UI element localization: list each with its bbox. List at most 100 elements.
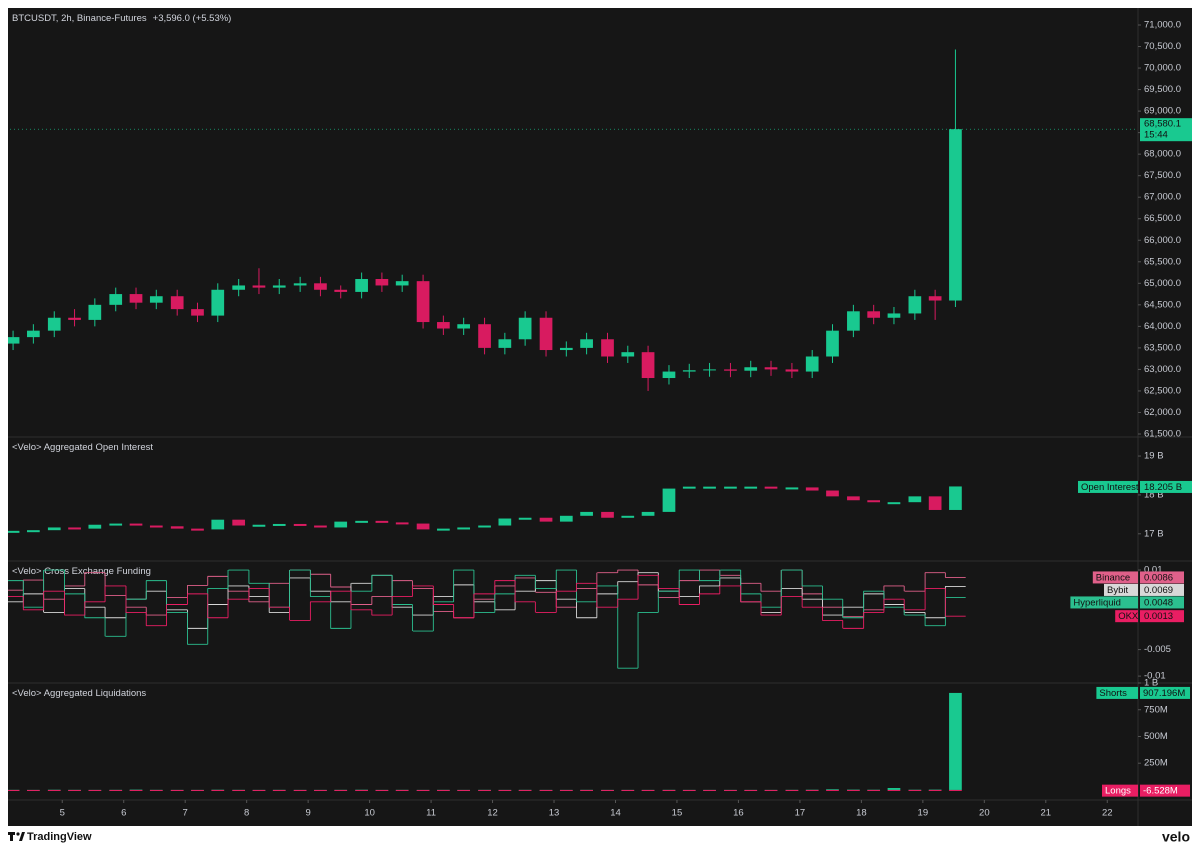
- y-tick-label: 71,000.0: [1144, 20, 1181, 31]
- liquidation-bar: [191, 789, 204, 791]
- y-tick-label: 0.01: [1144, 565, 1163, 576]
- liquidation-bar: [334, 789, 348, 791]
- candle-body: [272, 285, 286, 288]
- y-tick-label: 64,000.0: [1144, 321, 1181, 332]
- candle-body: [8, 337, 20, 344]
- panel-title: <Velo> Cross Exchange Funding: [12, 566, 151, 577]
- candle-body: [27, 330, 40, 338]
- candle-body: [826, 330, 839, 357]
- x-tick-label: 7: [183, 808, 188, 819]
- funding-tag-name-text: Hyperliquid: [1073, 597, 1121, 608]
- liquidation-bar: [437, 789, 450, 791]
- oi-body: [478, 525, 491, 528]
- oi-body: [662, 488, 676, 512]
- x-tick-label: 11: [426, 808, 436, 819]
- liquidation-bar: [559, 789, 573, 791]
- x-tick-label: 8: [244, 808, 249, 819]
- funding-tag-name-text: Bybit: [1107, 585, 1128, 596]
- liquidation-bar: [539, 789, 553, 791]
- panel-plot: [8, 692, 962, 791]
- liquidation-bar: [601, 789, 614, 791]
- candle-body: [47, 317, 61, 331]
- oi-body: [272, 523, 286, 526]
- candle-body: [416, 281, 430, 323]
- liquidation-bar: [355, 789, 368, 791]
- x-tick-label: 12: [487, 808, 498, 819]
- candle-body: [703, 369, 716, 371]
- candle-body: [724, 369, 737, 371]
- y-tick-label: 63,000.0: [1144, 364, 1181, 375]
- candle-body: [887, 313, 901, 318]
- brand-name: TradingView: [27, 831, 92, 843]
- oi-body: [703, 486, 716, 489]
- liquidation-bar: [47, 789, 61, 791]
- liquidation-bar: [375, 789, 389, 791]
- panel-plot: [8, 569, 966, 669]
- liquidation-bar: [27, 789, 40, 791]
- oi-body: [293, 523, 307, 526]
- liquidation-bar: [8, 789, 20, 791]
- y-tick-label: 17 B: [1144, 528, 1164, 539]
- candle-body: [314, 283, 327, 290]
- candle-body: [395, 281, 409, 286]
- y-tick-label: 62,000.0: [1144, 407, 1181, 418]
- funding-tag-name: [1115, 610, 1138, 623]
- y-tick-label: 66,000.0: [1144, 235, 1181, 246]
- oi-body: [518, 517, 532, 520]
- oi-body: [826, 490, 839, 497]
- candle-body: [211, 289, 225, 316]
- liquidation-tag-value-text: -6.528M: [1143, 786, 1178, 797]
- oi-body: [744, 486, 758, 489]
- funding-tag-value-text: 0.0086: [1144, 572, 1173, 583]
- oi-body: [437, 528, 450, 531]
- funding-tag-value: [1140, 583, 1184, 596]
- funding-tag-name: [1070, 596, 1138, 609]
- liquidation-bar: [662, 789, 676, 791]
- funding-tag-value: [1140, 610, 1184, 623]
- oi-body: [68, 527, 81, 530]
- liquidation-bar: [949, 789, 962, 791]
- x-tick-label: 19: [918, 808, 929, 819]
- liquidation-bar: [887, 788, 901, 790]
- oi-body: [314, 525, 327, 528]
- panel-title-text: <Velo> Aggregated Open Interest: [12, 442, 153, 453]
- price-tag-value: 68,580.1: [1144, 119, 1181, 130]
- liquidation-tag-value: [1140, 686, 1190, 699]
- liquidation-bar: [518, 789, 532, 791]
- candle-body: [662, 371, 676, 379]
- oi-body: [641, 511, 655, 516]
- liquidation-tag-value-text: 907.196M: [1143, 688, 1185, 699]
- y-tick-label: -0.005: [1144, 644, 1171, 655]
- x-tick-label: 10: [364, 808, 375, 819]
- candle-body: [785, 369, 799, 372]
- liquidation-bar: [88, 789, 102, 791]
- liquidation-bar: [498, 789, 512, 791]
- oi-body: [724, 486, 737, 489]
- oi-body: [847, 496, 860, 501]
- candle-body: [764, 367, 778, 370]
- oi-body: [764, 486, 778, 489]
- y-tick-label: 250M: [1144, 758, 1168, 769]
- y-tick-label: 65,000.0: [1144, 278, 1181, 289]
- candle-body: [149, 296, 163, 303]
- panel-title: BTCUSDT, 2h, Binance-Futures +3,596.0 (+5…: [12, 13, 231, 24]
- candle-body: [518, 317, 532, 340]
- candle-body: [68, 317, 81, 320]
- candle-body: [867, 311, 881, 318]
- y-tick-label: 1 B: [1144, 678, 1158, 689]
- liquidation-bar: [703, 789, 716, 791]
- candle-body: [478, 324, 491, 348]
- liquidation-bar: [847, 789, 860, 791]
- oi-body: [908, 496, 922, 503]
- y-tick-label: 64,500.0: [1144, 299, 1181, 310]
- tradingview-logo: [8, 832, 25, 841]
- liquidation-tag-name-text: Shorts: [1099, 688, 1127, 699]
- oi-tag-value: [1140, 480, 1192, 493]
- candle-body: [621, 352, 635, 357]
- candle-body: [232, 285, 246, 290]
- x-tick-label: 6: [121, 808, 126, 819]
- candle-body: [252, 285, 266, 288]
- liquidation-bar: [252, 789, 266, 791]
